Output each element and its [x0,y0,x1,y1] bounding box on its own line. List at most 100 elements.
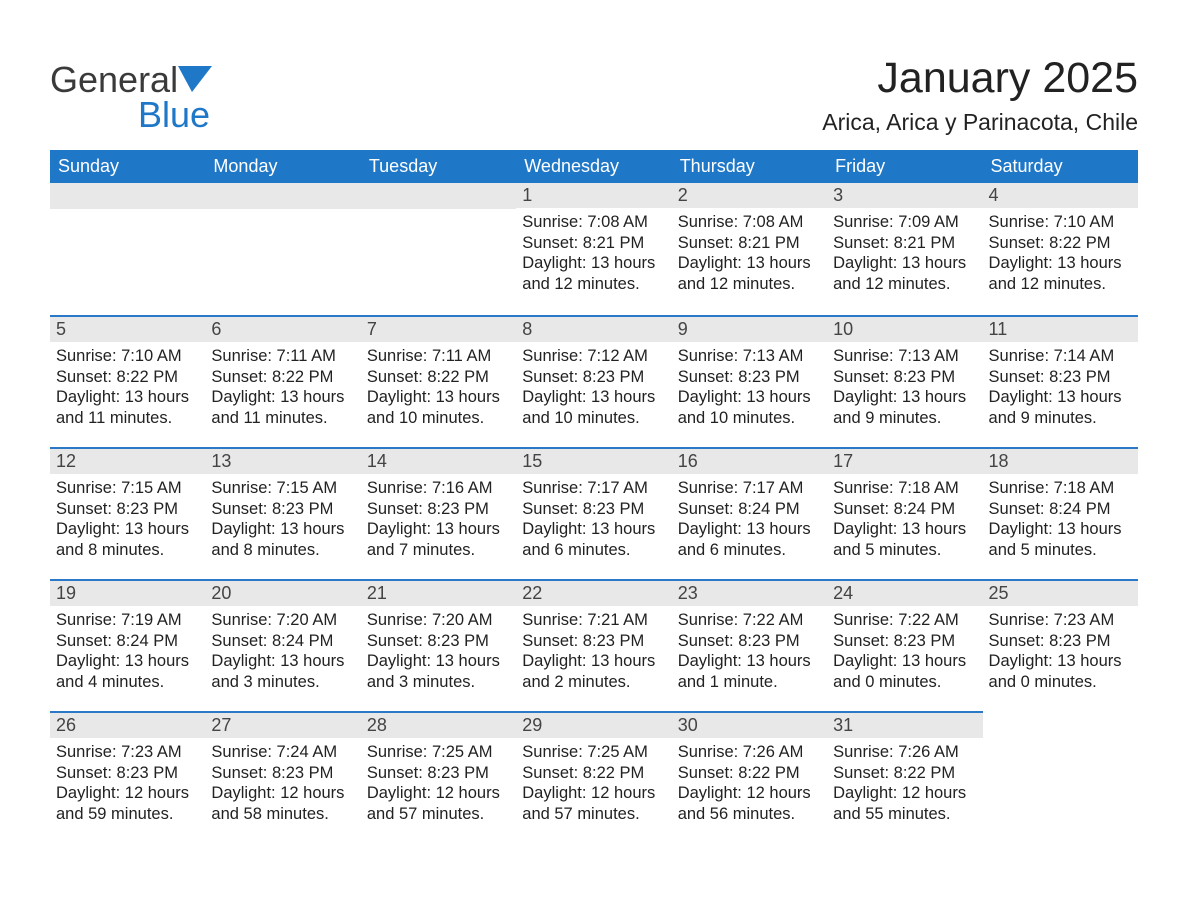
sunrise-text: Sunrise: 7:12 AM [522,346,665,367]
calendar-cell [205,183,360,315]
daylight-text: Daylight: 12 hours and 57 minutes. [522,783,665,824]
day-number: 24 [827,579,982,606]
day-header: Thursday [672,150,827,183]
sunset-text: Sunset: 8:22 PM [522,763,665,784]
sunrise-text: Sunrise: 7:13 AM [678,346,821,367]
calendar-week-row: 26 Sunrise: 7:23 AM Sunset: 8:23 PM Dayligh… [50,711,1138,843]
day-number: 1 [516,183,671,208]
day-number: 17 [827,447,982,474]
calendar-cell: 2Sunrise: 7:08 AMSunset: 8:21 PMDaylight… [672,183,827,315]
day-number: 20 [205,579,360,606]
day-number: 31 [827,711,982,738]
calendar-cell: 4Sunrise: 7:10 AMSunset: 8:22 PMDaylight… [983,183,1138,315]
daylight-text: Daylight: 13 hours and 12 minutes. [678,253,821,294]
sunrise-text: Sunrise: 7:10 AM [989,212,1132,233]
sunrise-text: Sunrise: 7:18 AM [989,478,1132,499]
day-number: 14 [361,447,516,474]
sunset-text: Sunset: 8:23 PM [211,499,354,520]
sunset-text: Sunset: 8:23 PM [211,763,354,784]
daylight-text: Daylight: 13 hours and 2 minutes. [522,651,665,692]
sunset-text: Sunset: 8:21 PM [522,233,665,254]
day-number: 25 [983,579,1138,606]
calendar-page: General Blue January 2025 Arica, Arica y… [0,0,1188,918]
sunrise-text: Sunrise: 7:15 AM [56,478,199,499]
calendar-cell: 28Sunrise: 7:25 AMSunset: 8:23 PMDayligh… [361,711,516,843]
day-details: Sunrise: 7:20 AMSunset: 8:23 PMDaylight:… [361,606,516,695]
sunrise-text: Sunrise: 7:20 AM [211,610,354,631]
month-title: January 2025 [822,54,1138,103]
empty-day-band [361,183,516,209]
day-number: 26 [50,711,205,738]
calendar-cell: 13Sunrise: 7:15 AMSunset: 8:23 PMDayligh… [205,447,360,579]
day-details: Sunrise: 7:26 AMSunset: 8:22 PMDaylight:… [827,738,982,827]
day-details: Sunrise: 7:08 AMSunset: 8:21 PMDaylight:… [516,208,671,297]
sunrise-text: Sunrise: 7:25 AM [522,742,665,763]
calendar-cell: 14Sunrise: 7:16 AMSunset: 8:23 PMDayligh… [361,447,516,579]
calendar-cell: 20Sunrise: 7:20 AMSunset: 8:24 PMDayligh… [205,579,360,711]
sunset-text: Sunset: 8:23 PM [989,367,1132,388]
day-number: 18 [983,447,1138,474]
calendar-cell: 31Sunrise: 7:26 AMSunset: 8:22 PMDayligh… [827,711,982,843]
day-details: Sunrise: 7:21 AMSunset: 8:23 PMDaylight:… [516,606,671,695]
sunrise-text: Sunrise: 7:11 AM [211,346,354,367]
calendar-cell: 29Sunrise: 7:25 AMSunset: 8:22 PMDayligh… [516,711,671,843]
sunset-text: Sunset: 8:22 PM [989,233,1132,254]
sunset-text: Sunset: 8:22 PM [56,367,199,388]
daylight-text: Daylight: 13 hours and 0 minutes. [833,651,976,692]
day-details: Sunrise: 7:22 AMSunset: 8:23 PMDaylight:… [672,606,827,695]
sunset-text: Sunset: 8:23 PM [833,367,976,388]
sunset-text: Sunset: 8:23 PM [522,367,665,388]
sunrise-text: Sunrise: 7:16 AM [367,478,510,499]
day-number: 12 [50,447,205,474]
day-details: Sunrise: 7:24 AMSunset: 8:23 PMDaylight:… [205,738,360,827]
calendar-grid: Sunday Monday Tuesday Wednesday Thursday… [50,150,1138,843]
day-details: Sunrise: 7:15 AMSunset: 8:23 PMDaylight:… [50,474,205,563]
day-details: Sunrise: 7:10 AMSunset: 8:22 PMDaylight:… [50,342,205,431]
daylight-text: Daylight: 13 hours and 10 minutes. [367,387,510,428]
sunset-text: Sunset: 8:24 PM [56,631,199,652]
daylight-text: Daylight: 13 hours and 8 minutes. [56,519,199,560]
sunrise-text: Sunrise: 7:24 AM [211,742,354,763]
sunrise-text: Sunrise: 7:08 AM [678,212,821,233]
calendar-cell: 5Sunrise: 7:10 AMSunset: 8:22 PMDaylight… [50,315,205,447]
calendar-cell: 11Sunrise: 7:14 AMSunset: 8:23 PMDayligh… [983,315,1138,447]
calendar-week-row: 1Sunrise: 7:08 AMSunset: 8:21 PMDaylight… [50,183,1138,315]
sunset-text: Sunset: 8:23 PM [367,763,510,784]
day-number: 28 [361,711,516,738]
sunset-text: Sunset: 8:21 PM [678,233,821,254]
daylight-text: Daylight: 13 hours and 3 minutes. [211,651,354,692]
day-number: 8 [516,315,671,342]
calendar-cell: 21Sunrise: 7:20 AMSunset: 8:23 PMDayligh… [361,579,516,711]
day-header: Friday [827,150,982,183]
day-details: Sunrise: 7:09 AMSunset: 8:21 PMDaylight:… [827,208,982,297]
day-header: Tuesday [361,150,516,183]
header-row: General Blue January 2025 Arica, Arica y… [50,40,1138,150]
sunset-text: Sunset: 8:23 PM [367,631,510,652]
sunrise-text: Sunrise: 7:21 AM [522,610,665,631]
sunrise-text: Sunrise: 7:08 AM [522,212,665,233]
day-number: 13 [205,447,360,474]
daylight-text: Daylight: 13 hours and 6 minutes. [522,519,665,560]
calendar-cell: 9Sunrise: 7:13 AMSunset: 8:23 PMDaylight… [672,315,827,447]
day-details: Sunrise: 7:11 AMSunset: 8:22 PMDaylight:… [361,342,516,431]
calendar-cell: 24Sunrise: 7:22 AMSunset: 8:23 PMDayligh… [827,579,982,711]
daylight-text: Daylight: 13 hours and 11 minutes. [56,387,199,428]
sunset-text: Sunset: 8:22 PM [833,763,976,784]
day-details: Sunrise: 7:19 AMSunset: 8:24 PMDaylight:… [50,606,205,695]
sunset-text: Sunset: 8:22 PM [367,367,510,388]
day-header: Wednesday [516,150,671,183]
calendar-cell: 6Sunrise: 7:11 AMSunset: 8:22 PMDaylight… [205,315,360,447]
calendar-cell: 17Sunrise: 7:18 AMSunset: 8:24 PMDayligh… [827,447,982,579]
sunrise-text: Sunrise: 7:14 AM [989,346,1132,367]
sunrise-text: Sunrise: 7:23 AM [56,742,199,763]
day-number: 23 [672,579,827,606]
sunrise-text: Sunrise: 7:09 AM [833,212,976,233]
calendar-cell: 22Sunrise: 7:21 AMSunset: 8:23 PMDayligh… [516,579,671,711]
calendar-cell: 30Sunrise: 7:26 AMSunset: 8:22 PMDayligh… [672,711,827,843]
sunset-text: Sunset: 8:21 PM [833,233,976,254]
day-details: Sunrise: 7:17 AMSunset: 8:23 PMDaylight:… [516,474,671,563]
day-header: Saturday [983,150,1138,183]
day-details: Sunrise: 7:23 AMSunset: 8:23 PMDaylight:… [983,606,1138,695]
day-details: Sunrise: 7:13 AMSunset: 8:23 PMDaylight:… [827,342,982,431]
day-number: 27 [205,711,360,738]
